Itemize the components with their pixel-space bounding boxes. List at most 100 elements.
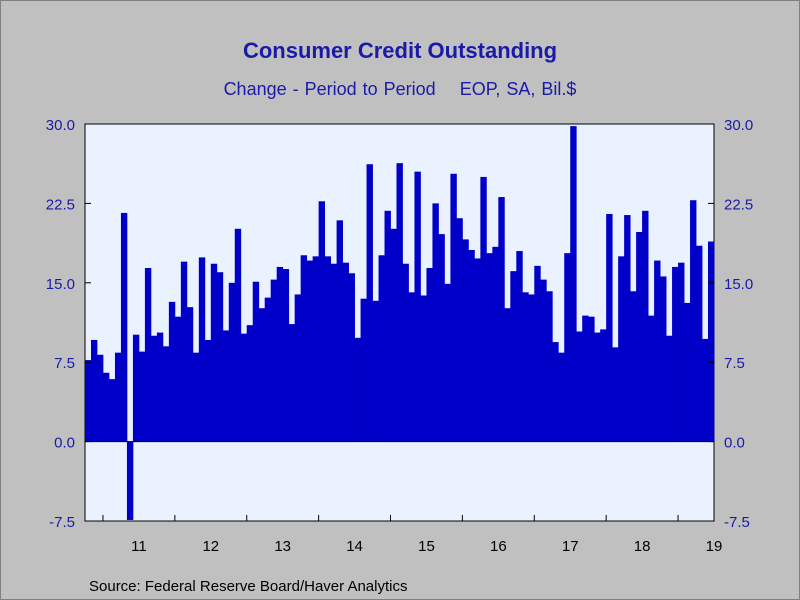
bar	[402, 263, 409, 442]
bar	[210, 263, 218, 442]
y-tick-label-left: -7.5	[49, 514, 75, 531]
bar	[168, 301, 176, 442]
bar	[90, 339, 98, 442]
bar	[504, 308, 511, 442]
y-tick-label-right: -7.5	[724, 514, 750, 531]
bar	[414, 171, 421, 442]
bar	[216, 272, 224, 442]
bar	[612, 347, 619, 442]
bar	[474, 258, 481, 442]
source-note: Source: Federal Reserve Board/Haver Anal…	[89, 578, 408, 595]
bar	[360, 298, 367, 442]
bar	[492, 246, 499, 442]
bar	[330, 263, 337, 442]
bar	[564, 253, 571, 442]
bar	[366, 164, 373, 442]
bar	[648, 315, 655, 442]
chart-title: Consumer Credit Outstanding	[242, 38, 558, 63]
bar	[228, 282, 236, 442]
subtitle-left: Change - Period to Period	[223, 79, 436, 99]
bar	[144, 267, 152, 442]
bar	[576, 331, 583, 442]
bar	[510, 271, 517, 442]
bar	[534, 265, 541, 442]
bar	[324, 256, 332, 442]
bar	[600, 329, 607, 442]
y-tick-label-left: 7.5	[54, 355, 75, 372]
bar	[468, 249, 475, 442]
bar	[432, 203, 439, 442]
x-tick-label: 12	[202, 538, 219, 555]
bar	[240, 333, 248, 442]
x-tick-label: 18	[634, 538, 651, 555]
bar	[270, 279, 278, 442]
x-tick-label: 14	[346, 538, 363, 555]
y-tick-label-left: 30.0	[46, 117, 75, 134]
bar	[498, 197, 505, 442]
bar	[318, 201, 326, 442]
y-tick-label-left: 0.0	[54, 435, 75, 452]
bar	[456, 218, 463, 442]
bar	[444, 283, 451, 442]
bar	[186, 307, 194, 442]
bar	[636, 231, 643, 442]
bar	[618, 256, 625, 442]
bar	[108, 379, 116, 442]
bar	[354, 337, 361, 442]
bar	[594, 332, 601, 442]
bar	[702, 338, 709, 442]
bar	[396, 163, 403, 442]
bar	[252, 281, 260, 442]
bar	[312, 256, 320, 442]
bar	[582, 315, 589, 442]
bar	[246, 325, 254, 442]
bar	[654, 260, 661, 442]
bar	[300, 255, 308, 442]
bar	[162, 346, 170, 442]
y-tick-label-right: 15.0	[724, 276, 753, 293]
bar	[690, 200, 697, 442]
bar	[156, 332, 164, 442]
bar	[552, 342, 559, 442]
bar	[198, 257, 206, 442]
y-tick-label-right: 22.5	[724, 196, 753, 213]
bar	[642, 210, 649, 442]
bar	[258, 308, 266, 442]
x-tick-label: 16	[490, 538, 507, 555]
bar	[408, 292, 415, 442]
bar	[462, 239, 469, 442]
bar	[276, 266, 284, 442]
bar	[192, 352, 200, 442]
bar	[708, 241, 715, 442]
bar	[624, 215, 631, 442]
bar	[390, 228, 397, 442]
bar	[528, 294, 535, 442]
bar	[426, 267, 433, 442]
bar	[672, 266, 679, 442]
bar	[306, 260, 314, 442]
bar	[150, 335, 158, 442]
bar	[288, 324, 296, 442]
bar	[516, 251, 523, 442]
bar	[114, 352, 122, 442]
bar	[486, 253, 493, 442]
x-tick-label: 15	[418, 538, 435, 555]
x-tick-label: 11	[131, 538, 147, 555]
x-tick-label: 17	[562, 538, 579, 555]
bar	[126, 441, 134, 520]
subtitle-right: EOP, SA, Bil.$	[459, 79, 577, 99]
bar	[546, 291, 553, 442]
bar	[570, 126, 577, 442]
bar	[180, 261, 188, 442]
bar	[204, 339, 212, 442]
bar	[85, 360, 92, 442]
bar	[132, 334, 140, 442]
bar	[222, 330, 230, 442]
bar	[120, 212, 128, 442]
bar	[174, 316, 182, 442]
y-tick-label-right: 0.0	[724, 435, 745, 452]
bar	[696, 245, 703, 442]
y-tick-label-left: 22.5	[46, 196, 75, 213]
bar	[438, 234, 445, 442]
bar	[372, 300, 379, 442]
